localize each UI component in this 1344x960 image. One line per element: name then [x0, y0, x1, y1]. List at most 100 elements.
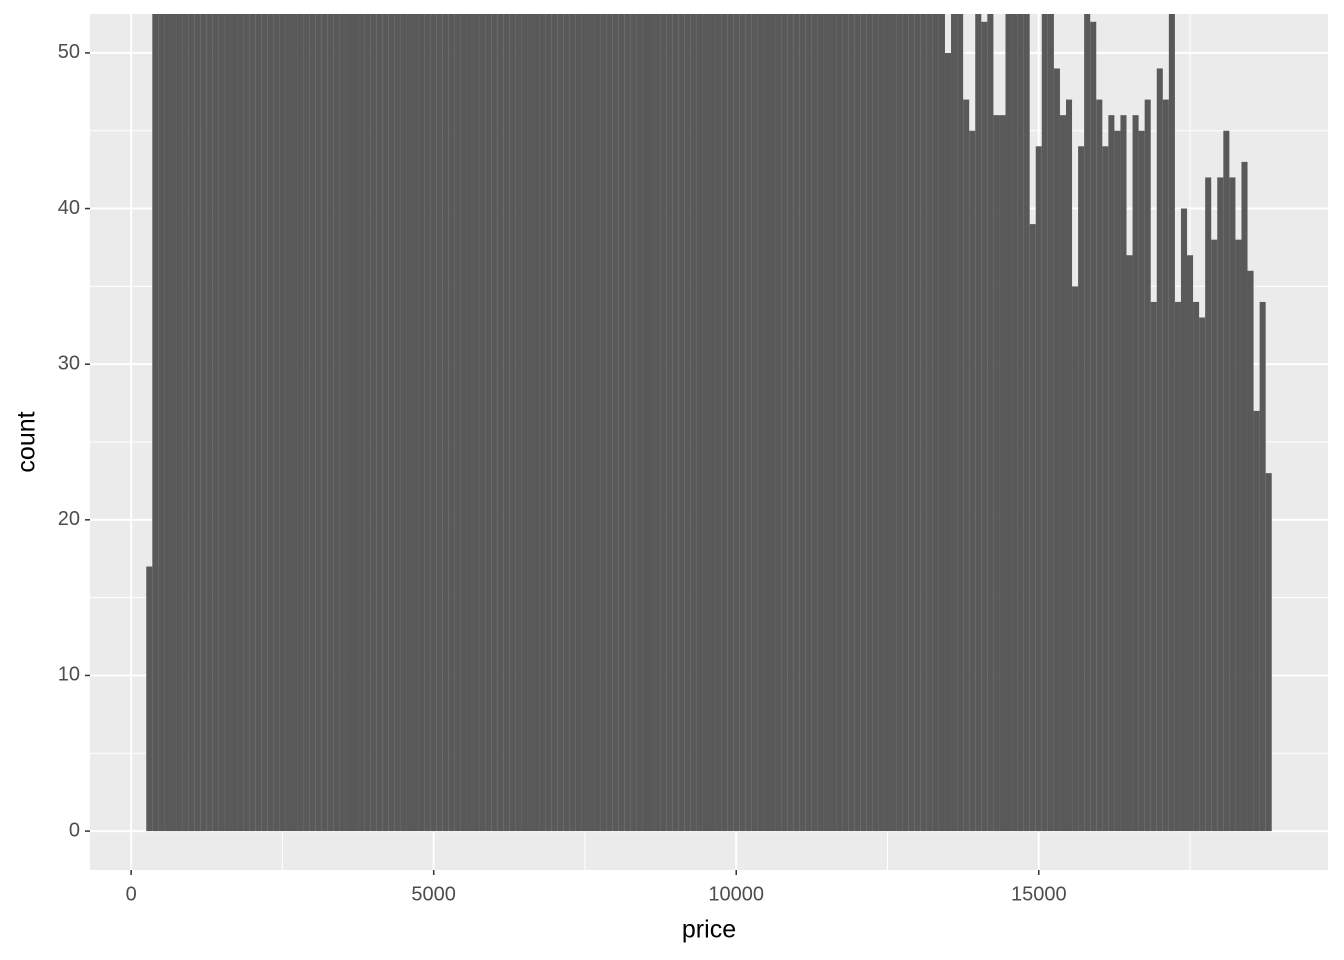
bar	[218, 14, 225, 832]
bar	[261, 14, 268, 832]
bar	[436, 14, 443, 832]
bar	[569, 14, 576, 832]
bar	[914, 14, 921, 832]
bar	[418, 14, 425, 832]
bar	[206, 14, 213, 832]
bar	[1247, 270, 1254, 832]
bar	[515, 14, 522, 832]
bar	[1205, 177, 1212, 832]
axes: 0 5000 10000 15000 0 10 20 30 40 50	[58, 41, 1067, 905]
bar	[557, 14, 564, 832]
bar	[1241, 161, 1248, 832]
bar	[388, 14, 395, 832]
y-tick-label: 40	[58, 197, 80, 219]
bar	[848, 14, 855, 832]
bar	[503, 14, 510, 832]
bar	[1108, 115, 1115, 832]
bar	[291, 14, 298, 832]
bar	[739, 14, 746, 832]
y-tick-label: 30	[58, 352, 80, 374]
bar	[648, 14, 655, 832]
bar	[273, 14, 280, 832]
bar	[787, 14, 794, 832]
bar	[799, 14, 806, 832]
bar	[412, 14, 419, 832]
bar	[466, 14, 474, 832]
bar	[678, 14, 685, 832]
bar	[1047, 14, 1054, 832]
bar	[224, 14, 231, 832]
bar	[932, 14, 939, 832]
x-tick-label: 15000	[1011, 883, 1067, 905]
bar	[938, 14, 945, 832]
bar	[279, 14, 286, 832]
bar	[315, 14, 322, 832]
bar	[908, 14, 915, 832]
bar	[1211, 239, 1218, 832]
x-axis-title: price	[682, 916, 736, 944]
bar	[944, 52, 952, 832]
bar	[1174, 301, 1181, 832]
bar	[158, 14, 165, 832]
bar	[430, 14, 437, 832]
bar	[345, 14, 353, 832]
bar	[170, 14, 177, 832]
bar	[352, 14, 359, 832]
bar	[660, 14, 667, 832]
bar	[745, 14, 752, 832]
bar	[775, 14, 782, 832]
bar	[176, 14, 183, 832]
bar	[1059, 115, 1066, 832]
bar	[370, 14, 377, 832]
bar	[594, 14, 601, 832]
bar	[1265, 473, 1272, 832]
bar	[642, 14, 649, 832]
bar	[1053, 68, 1060, 832]
bar	[1114, 130, 1121, 832]
bar	[654, 14, 661, 832]
bar	[1017, 14, 1024, 832]
bar	[1035, 146, 1042, 832]
bar	[539, 14, 546, 832]
bar	[1223, 130, 1230, 832]
bar	[896, 14, 903, 832]
bar	[212, 14, 219, 832]
bar	[721, 14, 728, 832]
bar	[1156, 68, 1163, 832]
bar	[563, 14, 570, 832]
x-tick-label: 0	[126, 883, 137, 905]
bar	[769, 14, 776, 832]
bar	[793, 14, 800, 832]
bar	[1090, 21, 1097, 832]
x-tick-label: 5000	[411, 883, 456, 905]
bar	[878, 14, 885, 832]
bar	[255, 14, 262, 832]
bar	[1229, 177, 1236, 832]
bar	[811, 14, 818, 832]
y-tick-label: 0	[69, 819, 80, 841]
bar	[376, 14, 383, 832]
bar	[309, 14, 316, 832]
bar	[400, 14, 407, 832]
bar	[727, 14, 734, 832]
bar	[987, 14, 994, 832]
bar	[1162, 99, 1169, 832]
bar	[630, 14, 637, 832]
bar	[485, 14, 492, 832]
bar	[890, 14, 897, 832]
bar	[394, 14, 401, 832]
bar	[533, 14, 540, 832]
bar	[509, 14, 516, 832]
bar	[358, 14, 365, 832]
bar	[902, 14, 909, 832]
bar	[321, 14, 328, 832]
bar	[575, 14, 582, 832]
bar	[1253, 410, 1260, 832]
bar	[969, 130, 976, 832]
bar	[479, 14, 486, 832]
bar	[1078, 146, 1085, 832]
bar	[975, 14, 982, 832]
bar	[1235, 239, 1242, 832]
bar	[836, 14, 843, 832]
